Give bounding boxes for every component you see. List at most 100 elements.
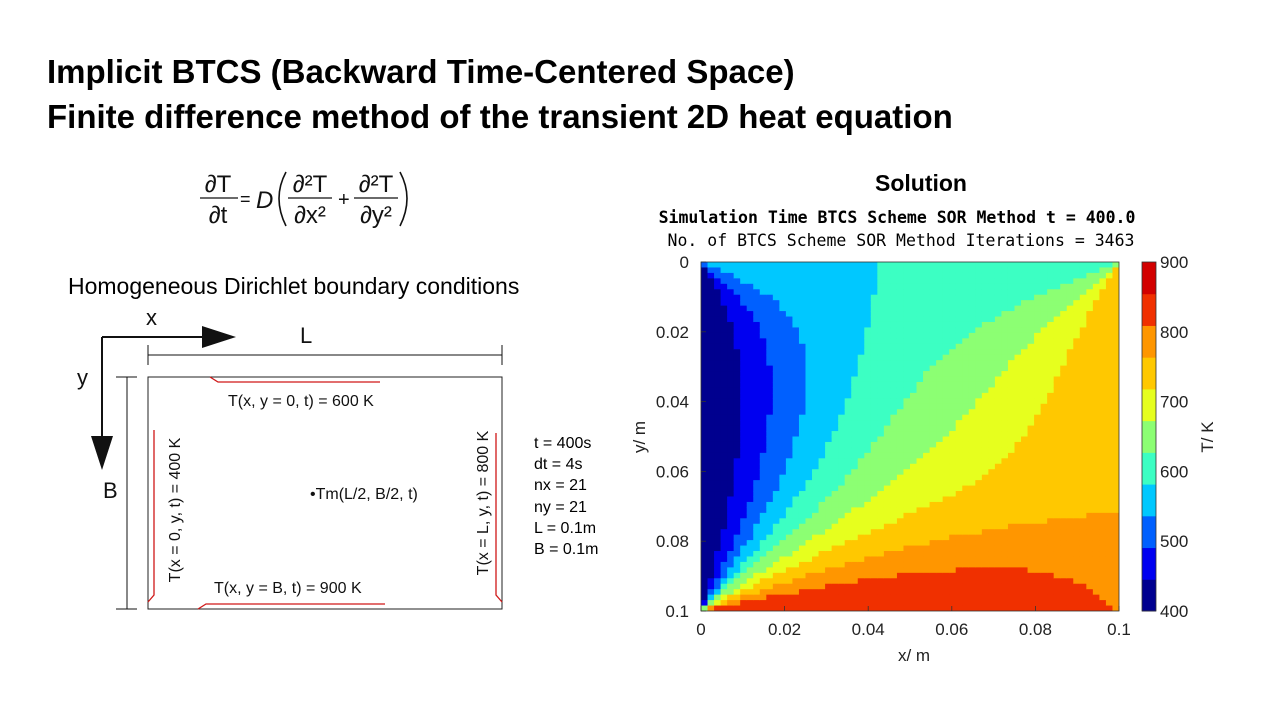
contour-cell [727, 392, 735, 399]
eq-coefficient: D [256, 187, 273, 214]
contour-cell [740, 523, 748, 530]
contour-cell [714, 551, 722, 558]
contour-cell [896, 447, 905, 454]
contour-cell [916, 371, 924, 378]
contour-cell [870, 474, 878, 481]
contour-cell [883, 278, 892, 285]
contour-cell [720, 409, 728, 416]
eq-lhs-denominator: ∂t [209, 202, 228, 229]
contour-cell [727, 463, 735, 470]
contour-cell [766, 360, 774, 367]
contour-cell [766, 403, 774, 410]
contour-cell [890, 425, 898, 432]
contour-cell [1112, 583, 1119, 590]
contour-cell [890, 349, 898, 356]
contour-cell [896, 371, 905, 378]
contour-cell [844, 425, 852, 432]
contour-cell [701, 496, 709, 503]
contour-cell [962, 371, 970, 378]
contour-cell [1014, 540, 1022, 547]
contour-cell [779, 540, 787, 547]
contour-cell [988, 567, 996, 574]
contour-cell [740, 289, 748, 296]
contour-cell [910, 491, 918, 498]
contour-cell [955, 414, 963, 421]
contour-cell [1034, 338, 1042, 345]
contour-cell [903, 545, 911, 552]
contour-cell [707, 403, 715, 410]
contour-cell [759, 589, 767, 596]
contour-cell [844, 551, 852, 558]
contour-cell [877, 316, 885, 323]
contour-cell [857, 491, 865, 498]
contour-cell [1092, 561, 1101, 568]
contour-cell [988, 392, 996, 399]
contour-cell [975, 523, 983, 530]
contour-cell [785, 338, 794, 345]
contour-cell [883, 360, 892, 367]
contour-cell [923, 387, 931, 394]
contour-cell [838, 321, 846, 329]
contour-cell [1034, 381, 1042, 389]
contour-cell [949, 278, 957, 285]
contour-cell [962, 425, 970, 432]
contour-cell [1073, 343, 1081, 350]
contour-cell [949, 469, 957, 476]
contour-cell [1007, 600, 1016, 607]
contour-cell [896, 491, 905, 498]
contour-cell [772, 371, 780, 378]
contour-cell [942, 578, 950, 585]
contour-cell [962, 545, 970, 552]
contour-cell [753, 403, 761, 410]
contour-cell [851, 534, 859, 541]
contour-cell [890, 436, 898, 443]
contour-cell [1001, 567, 1009, 574]
contour-cell [857, 469, 865, 476]
parameter-list: t = 400s dt = 4s nx = 21 ny = 21 L = 0.1… [534, 433, 598, 560]
contour-cell [1099, 294, 1107, 301]
contour-cell [825, 409, 833, 416]
contour-cell [1066, 267, 1074, 274]
contour-cell [955, 398, 963, 405]
contour-cell [877, 463, 885, 470]
contour-cell [701, 305, 709, 312]
contour-cell [772, 496, 780, 503]
contour-cell [949, 540, 957, 547]
contour-cell [890, 294, 898, 301]
contour-cell [740, 403, 748, 410]
contour-cell [714, 338, 722, 345]
contour-cell [714, 463, 722, 470]
contour-cell [1105, 360, 1114, 367]
contour-cell [949, 403, 957, 410]
contour-cell [825, 463, 833, 470]
contour-cell [864, 425, 872, 432]
contour-cell [1066, 321, 1074, 329]
contour-cell [1053, 371, 1061, 378]
contour-cell [988, 289, 996, 296]
contour-cell [1073, 480, 1081, 487]
contour-cell [883, 371, 892, 378]
contour-cell [916, 294, 924, 301]
contour-cell [1047, 305, 1055, 312]
contour-cell [1047, 441, 1055, 449]
contour-cell [740, 529, 748, 536]
contour-cell [857, 278, 865, 285]
contour-cell [825, 338, 833, 345]
contour-cell [962, 436, 970, 443]
contour-cell [753, 474, 761, 481]
contour-cell [825, 376, 833, 383]
contour-cell [714, 480, 722, 487]
contour-cell [753, 349, 761, 356]
contour-cell [1040, 332, 1048, 339]
contour-cell [988, 545, 996, 552]
contour-cell [923, 561, 931, 568]
contour-cell [988, 403, 996, 410]
contour-cell [701, 289, 709, 296]
contour-cell [1053, 512, 1061, 519]
contour-cell [877, 289, 885, 296]
contour-cell [812, 551, 820, 558]
contour-cell [733, 262, 741, 269]
contour-cell [792, 594, 800, 601]
contour-cell [753, 272, 761, 279]
contour-cell [1007, 572, 1016, 579]
